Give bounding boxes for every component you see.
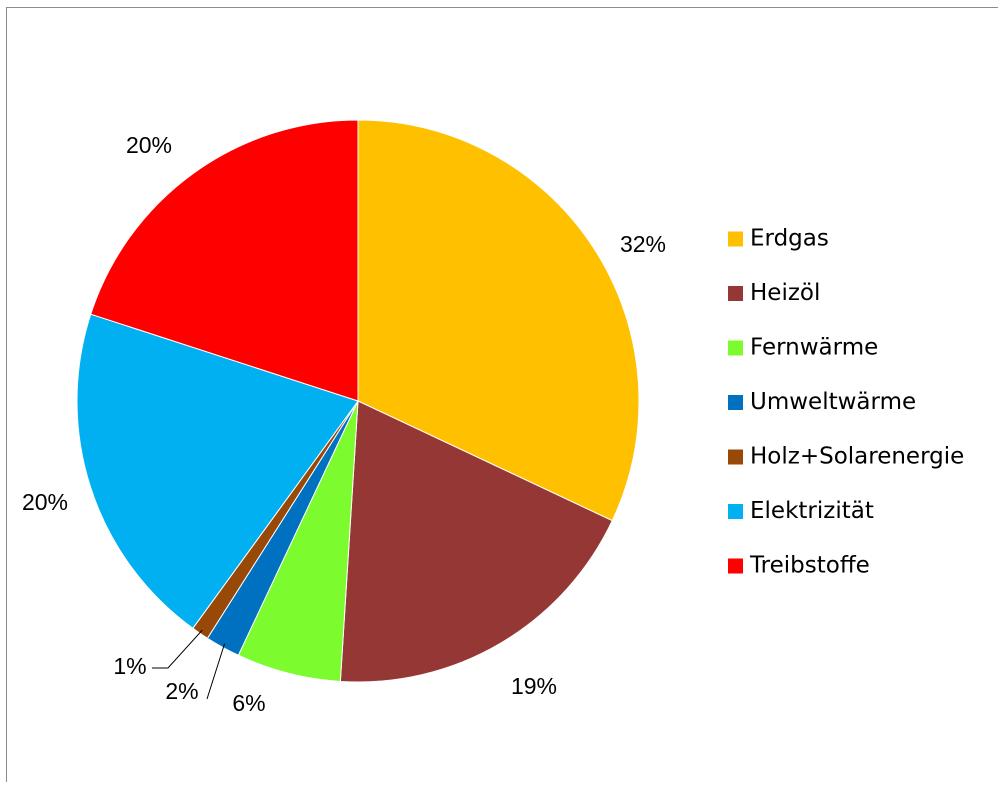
legend-label-holz-solarenergie: Holz+Solarenergie [750, 444, 964, 470]
data-label-holz-solarenergie: 1% [113, 653, 146, 679]
legend-swatch-fernw-rme [728, 340, 743, 356]
data-label-fernw-rme: 6% [232, 690, 265, 716]
legend-swatch-elektrizit-t [728, 504, 743, 519]
leader-lines [152, 629, 226, 700]
leader-line-umweltw-rme [206, 643, 226, 700]
legend-label-treibstoffe: Treibstoffe [749, 553, 870, 579]
data-label-elektrizit-t: 20% [22, 489, 68, 515]
legend-swatch-treibstoffe [728, 558, 743, 574]
legend-label-elektrizit-t: Elektrizität [750, 498, 874, 524]
legend-item-erdgas: Erdgas [728, 226, 829, 252]
data-label-erdgas: 32% [620, 231, 666, 257]
legend: Erdgas Heizöl Fernwärme Umweltwärme Holz+Sol… [728, 226, 964, 579]
legend-item-treibstoffe: Treibstoffe [728, 553, 870, 579]
leader-line-holz-solarenergie [152, 629, 203, 669]
pie-chart: 32% 19% 6% 2% 1% 20% 20% Erdgas Heizöl Fernwärme… [22, 119, 964, 716]
pie-slice-erdgas [357, 119, 640, 522]
legend-item-heiz-l: Heizöl [728, 280, 820, 306]
legend-item-fernw-rme: Fernwärme [728, 335, 878, 361]
data-label-treibstoffe: 20% [126, 132, 172, 158]
legend-label-erdgas: Erdgas [750, 226, 829, 252]
data-labels: 32% 19% 6% 2% 1% 20% 20% [22, 132, 666, 716]
pie-slices [76, 119, 640, 683]
legend-swatch-umweltw-rme [728, 395, 743, 410]
legend-item-umweltw-rme: Umweltwärme [728, 389, 916, 415]
legend-swatch-heiz-l [728, 286, 743, 301]
chart-frame: 32% 19% 6% 2% 1% 20% 20% Erdgas Heizöl Fernwärme… [6, 7, 998, 782]
legend-label-umweltw-rme: Umweltwärme [750, 389, 916, 415]
legend-swatch-holz-solarenergie [728, 449, 743, 465]
legend-label-heiz-l: Heizöl [750, 280, 820, 306]
pie-slice-elektrizit-t [76, 313, 359, 630]
data-label-umweltw-rme: 2% [165, 678, 198, 704]
legend-item-elektrizit-t: Elektrizität [728, 498, 874, 524]
legend-label-fernw-rme: Fernwärme [750, 335, 878, 361]
pie-slice-heiz-l [339, 400, 613, 683]
legend-swatch-erdgas [728, 231, 743, 247]
legend-item-holz-solarenergie: Holz+Solarenergie [728, 444, 964, 470]
pie-slice-treibstoffe [90, 119, 359, 402]
data-label-heiz-l: 19% [511, 673, 557, 699]
